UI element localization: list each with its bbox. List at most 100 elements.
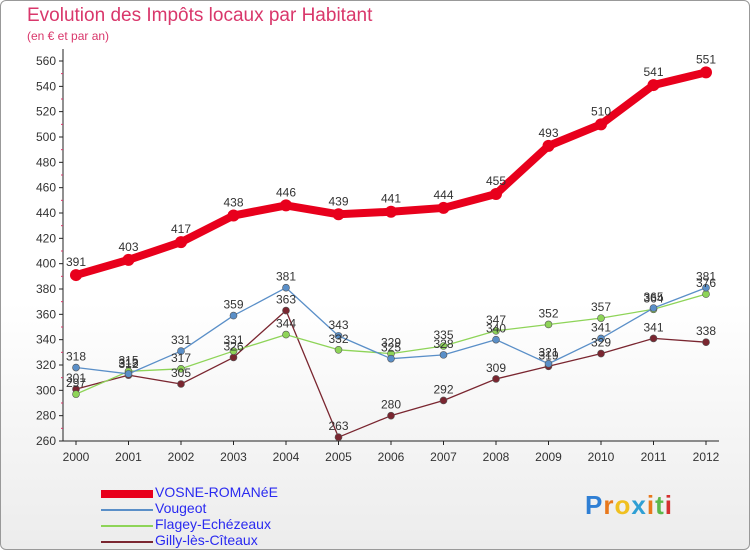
data-point-1	[387, 354, 395, 363]
legend-swatch	[101, 509, 153, 511]
data-point-0	[490, 188, 502, 200]
y-tick-label: 300	[36, 383, 56, 397]
data-label: 343	[328, 318, 348, 332]
data-point-3	[597, 349, 605, 358]
data-label: 359	[223, 298, 243, 312]
y-tick-label: 320	[36, 358, 56, 372]
data-label: 376	[696, 276, 716, 290]
y-tick-label: 280	[36, 409, 56, 423]
data-label: 329	[381, 336, 401, 350]
data-label: 309	[486, 361, 506, 375]
data-label: 364	[643, 291, 663, 305]
data-label: 331	[223, 333, 243, 347]
x-tick-label: 2012	[693, 450, 720, 464]
x-tick-label: 2010	[588, 450, 615, 464]
data-label: 313	[118, 356, 138, 370]
data-label: 321	[538, 346, 558, 360]
data-label: 331	[171, 333, 191, 347]
data-point-3	[649, 334, 658, 343]
data-label: 381	[276, 270, 296, 284]
data-point-0	[122, 253, 135, 266]
legend-label: Vougeot	[155, 500, 207, 516]
y-tick-label: 480	[36, 155, 56, 169]
logo-letter: i	[646, 490, 656, 520]
data-point-2	[72, 390, 80, 398]
data-label: 319	[538, 348, 558, 362]
data-label: 357	[591, 300, 611, 314]
data-label: 551	[696, 52, 716, 66]
x-tick-label: 2002	[168, 450, 195, 464]
proxiti-logo: Proxiti	[585, 490, 673, 521]
data-label: 280	[381, 398, 401, 412]
data-point-3	[387, 411, 395, 420]
y-tick-label: 500	[36, 130, 56, 144]
x-tick-label: 2011	[641, 450, 667, 464]
x-tick-label: 2003	[220, 450, 247, 464]
data-point-1	[597, 334, 605, 343]
legend-swatch	[101, 490, 153, 498]
data-point-3	[282, 306, 290, 315]
data-point-1	[229, 311, 238, 320]
y-tick-label: 340	[36, 333, 56, 347]
y-tick-label: 360	[36, 307, 56, 321]
data-point-0	[385, 205, 397, 218]
data-point-0	[227, 209, 240, 222]
data-label: 347	[486, 313, 506, 327]
data-label: 344	[276, 317, 296, 331]
data-point-1	[334, 332, 343, 340]
data-point-0	[280, 199, 292, 212]
data-label: 341	[643, 320, 663, 334]
data-point-3	[334, 433, 343, 442]
data-label: 510	[591, 104, 611, 118]
data-label: 325	[381, 341, 401, 355]
data-label: 493	[538, 126, 558, 140]
data-label: 446	[276, 185, 296, 199]
data-label: 444	[433, 188, 453, 202]
legend-label: Gilly-lès-Cîteaux	[155, 532, 258, 548]
chart-subtitle: (en € et par an)	[27, 29, 110, 43]
data-point-2	[177, 364, 185, 373]
data-point-0	[595, 118, 607, 131]
y-tick-label: 380	[36, 282, 56, 296]
data-label: 332	[328, 332, 348, 346]
x-tick-label: 2001	[115, 450, 142, 464]
data-label: 317	[171, 351, 191, 365]
data-point-1	[439, 351, 448, 359]
data-point-2	[439, 342, 448, 350]
data-label: 381	[696, 270, 716, 284]
y-tick-label: 420	[36, 231, 56, 245]
data-label: 441	[381, 192, 401, 206]
x-tick-label: 2008	[483, 450, 510, 464]
data-label: 329	[591, 336, 611, 350]
data-point-0	[700, 66, 712, 79]
data-label: 391	[66, 255, 86, 269]
x-tick-label: 2000	[63, 450, 90, 464]
data-label: 403	[118, 240, 138, 254]
data-label: 363	[276, 293, 296, 307]
data-label: 541	[643, 65, 663, 79]
data-label: 338	[696, 324, 716, 338]
y-tick-label: 260	[36, 434, 56, 448]
x-tick-label: 2004	[273, 450, 300, 464]
data-point-0	[437, 201, 450, 214]
data-label: 315	[118, 353, 138, 367]
plot-area: 260 280 300 320 340 360 380 400 420 440 460 480 500 5…	[36, 49, 720, 464]
logo-letter: x	[631, 490, 647, 520]
data-label: 439	[328, 194, 348, 208]
data-label: 335	[433, 328, 453, 342]
data-label: 352	[538, 306, 558, 320]
data-point-1	[702, 283, 710, 292]
data-point-1	[492, 335, 500, 344]
data-point-3	[229, 353, 238, 362]
data-point-3	[492, 375, 500, 383]
y-tick-label: 460	[36, 181, 56, 195]
data-point-1	[72, 363, 80, 372]
x-tick-label: 2005	[325, 450, 352, 464]
data-label: 340	[486, 322, 506, 336]
data-label: 318	[66, 350, 86, 364]
data-point-0	[542, 139, 555, 152]
data-point-1	[177, 347, 185, 355]
data-label: 417	[171, 222, 191, 236]
data-point-2	[282, 330, 290, 339]
data-point-2	[702, 290, 710, 298]
